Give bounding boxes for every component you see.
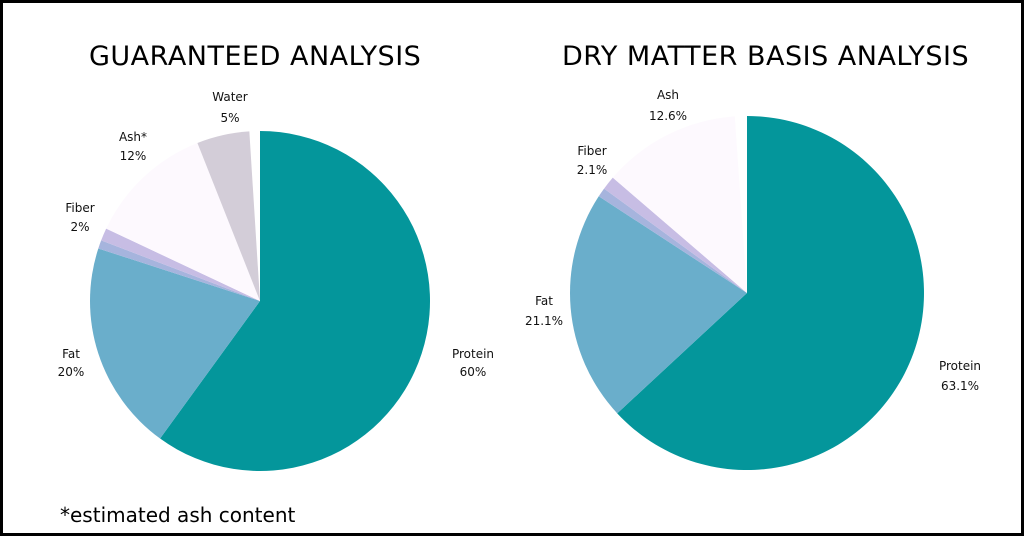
pie0-slice-fat	[90, 248, 260, 439]
pie0-slice-water	[197, 131, 260, 301]
pie1-value-protein: 63.1%	[941, 379, 979, 393]
pie0-value-water: 5%	[220, 111, 239, 125]
pie1-label-protein: Protein	[939, 359, 981, 373]
pie1-label-fat: Fat	[535, 294, 553, 308]
pie1-label-fiber: Fiber	[577, 144, 606, 158]
chart-title-guaranteed: GUARANTEED ANALYSIS	[89, 41, 422, 72]
pie0-slice-protein	[160, 131, 431, 472]
pie0-slice-ash	[106, 142, 261, 301]
pie0-label-fat: Fat	[62, 347, 80, 361]
pie0-slice-fiber-b	[101, 228, 260, 301]
pie1-value-fat: 21.1%	[525, 314, 563, 328]
pie1-slice-fiber-a	[598, 188, 747, 293]
pie1-slice-fiber-b	[604, 177, 747, 293]
pie0-slice-fiber-a	[98, 240, 260, 301]
pie0-value-ash: 12%	[120, 149, 147, 163]
chart-title-dry-matter: DRY MATTER BASIS ANALYSIS	[562, 41, 970, 72]
pie1-value-ash: 12.6%	[649, 109, 687, 123]
pie0-label-ash: Ash*	[119, 130, 147, 144]
pie1-value-fiber: 2.1%	[577, 163, 608, 177]
pie0-label-fiber: Fiber	[65, 201, 94, 215]
pie0-label-water: Water	[212, 90, 248, 104]
pie0-value-fat: 20%	[58, 365, 85, 379]
pie1-label-ash: Ash	[657, 88, 679, 102]
pie0-label-protein: Protein	[452, 347, 494, 361]
pie0-value-protein: 60%	[460, 365, 487, 379]
pie-charts: Protein 60% Fat 20% Fiber 2% Ash* 12% Water 5% Pro…	[58, 88, 981, 472]
pie0-value-fiber: 2%	[70, 220, 89, 234]
footnote: *estimated ash content	[60, 503, 296, 527]
pie1-slice-fat	[570, 196, 747, 414]
pie1-slice-ash	[612, 116, 747, 293]
pie1-slice-protein	[617, 116, 924, 470]
